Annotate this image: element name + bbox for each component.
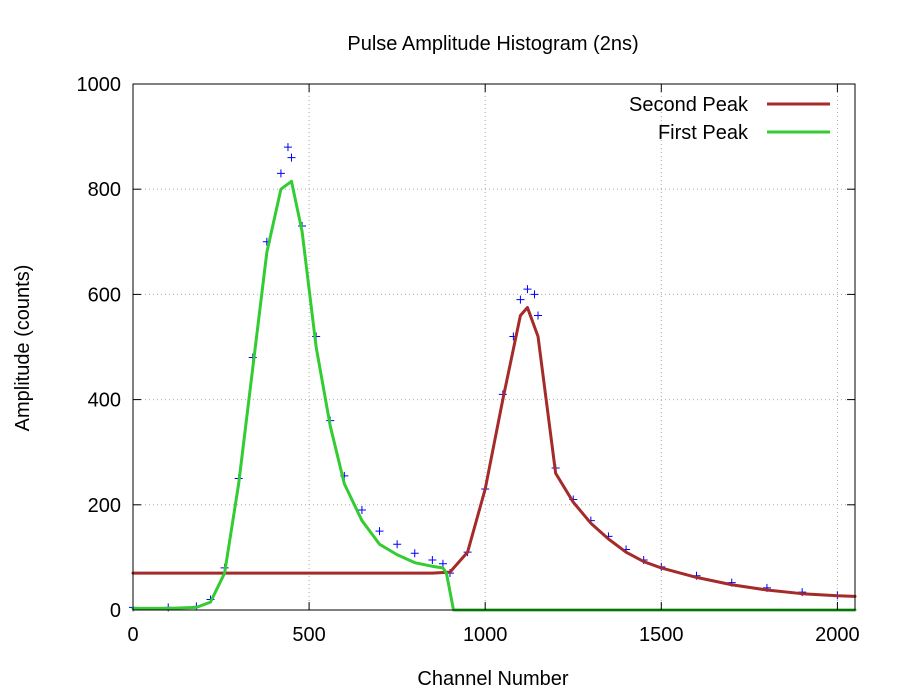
histogram-point-marker <box>287 153 296 162</box>
y-tick-label: 0 <box>110 600 121 622</box>
chart-title: Pulse Amplitude Histogram (2ns) <box>347 33 638 55</box>
y-tick-label: 600 <box>88 284 121 306</box>
x-axis-label: Channel Number <box>417 668 569 690</box>
histogram-point-marker <box>357 506 366 515</box>
histogram-point-marker <box>534 311 543 320</box>
plot-frame <box>132 83 856 611</box>
y-tick-label: 800 <box>88 179 121 201</box>
legend-label: First Peak <box>658 122 749 144</box>
plot-area <box>129 143 857 612</box>
grid-lines <box>133 84 855 610</box>
histogram-point-marker <box>410 549 419 558</box>
legend-label: Second Peak <box>629 94 749 116</box>
histogram-point-marker <box>438 559 447 568</box>
x-tick-label: 0 <box>127 624 138 646</box>
histogram-point-marker <box>523 285 532 294</box>
histogram-point-marker <box>516 295 525 304</box>
x-tick-label: 500 <box>292 624 325 646</box>
y-tick-label: 1000 <box>77 74 122 96</box>
histogram-point-marker <box>283 143 292 152</box>
second-peak-fit-line <box>131 306 857 598</box>
histogram-point-marker <box>428 556 437 565</box>
x-tick-label: 2000 <box>815 624 860 646</box>
x-tick-label: 1500 <box>639 624 684 646</box>
x-tick-label: 1000 <box>463 624 508 646</box>
histogram-point-marker <box>375 527 384 536</box>
y-tick-label: 200 <box>88 495 121 517</box>
first-peak-fit-line <box>131 179 857 612</box>
y-tick-label: 400 <box>88 390 121 412</box>
axes: 0 500 1000 1500 2000 0 200 400 600 800 1000 <box>77 74 860 646</box>
legend: Second Peak First Peak <box>629 94 830 144</box>
histogram-point-marker <box>530 290 539 299</box>
y-axis-label: Amplitude (counts) <box>12 265 34 432</box>
histogram-point-marker <box>276 169 285 178</box>
histogram-point-marker <box>393 540 402 549</box>
